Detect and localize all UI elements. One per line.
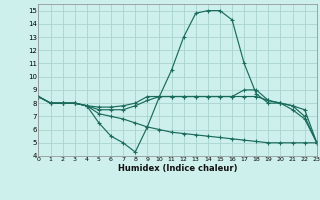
X-axis label: Humidex (Indice chaleur): Humidex (Indice chaleur) (118, 164, 237, 173)
